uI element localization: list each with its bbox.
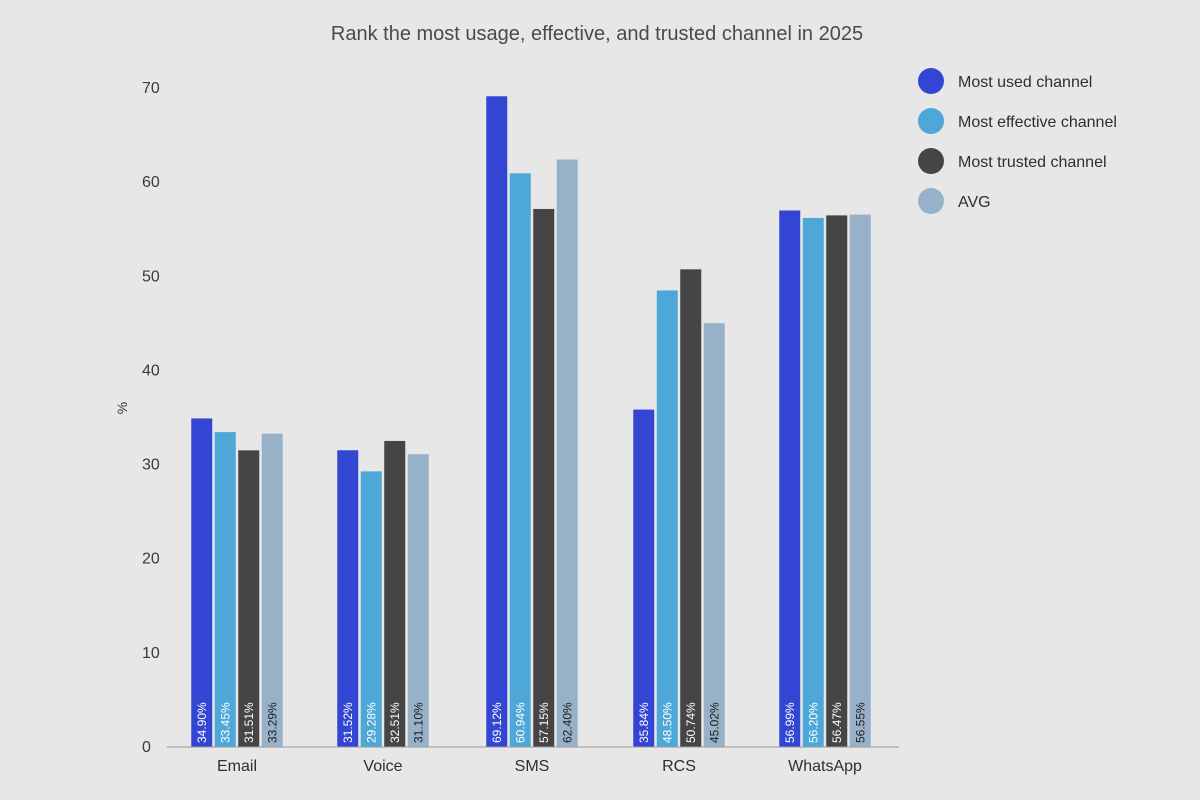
bar	[533, 208, 555, 747]
bar	[486, 96, 508, 748]
bar-data-label: 35.84%	[637, 702, 651, 743]
bars	[191, 96, 871, 748]
bar-data-label: 60.94%	[513, 702, 527, 743]
y-tick-label: 0	[142, 739, 151, 756]
bar	[509, 173, 531, 747]
bar	[407, 454, 429, 747]
bar	[238, 450, 260, 747]
bar-data-label: 56.99%	[783, 702, 797, 743]
legend-marker	[918, 148, 944, 174]
bar-data-label: 31.10%	[411, 702, 425, 743]
x-tick-label: SMS	[515, 758, 550, 775]
x-axis: Email Voice SMS RCS WhatsApp	[217, 758, 862, 775]
legend-marker	[918, 188, 944, 214]
legend-label: Most effective channel	[958, 114, 1117, 131]
y-axis-label: %	[114, 402, 130, 414]
bar	[849, 214, 871, 748]
bar-data-label: 56.20%	[806, 702, 820, 743]
chart-title: Rank the most usage, effective, and trus…	[331, 23, 863, 45]
bar-data-label: 56.47%	[830, 702, 844, 743]
y-tick-label: 20	[142, 551, 160, 568]
y-tick-label: 60	[142, 174, 160, 191]
legend-label: AVG	[958, 194, 991, 211]
x-tick-label: Email	[217, 758, 257, 775]
bar-data-label: 33.29%	[265, 702, 279, 743]
y-tick-label: 10	[142, 645, 160, 662]
bar-data-label: 62.40%	[560, 702, 574, 743]
legend-label: Most trusted channel	[958, 154, 1107, 171]
bar-labels: 34.90% 33.45% 31.51% 33.29% 31.52% 29.28% 32.5…	[195, 702, 868, 743]
legend-marker	[918, 108, 944, 134]
bar-data-label: 32.51%	[388, 702, 402, 743]
bar-data-label: 34.90%	[195, 702, 209, 743]
bar	[214, 432, 236, 747]
bar-data-label: 29.28%	[364, 702, 378, 743]
x-tick-label: RCS	[662, 758, 696, 775]
legend-label: Most used channel	[958, 74, 1092, 91]
y-tick-label: 70	[142, 80, 160, 97]
bar-data-label: 31.52%	[341, 702, 355, 743]
legend-marker	[918, 68, 944, 94]
bar	[703, 323, 725, 747]
bar-data-label: 56.55%	[853, 702, 867, 743]
bar	[384, 440, 406, 747]
bar-data-label: 69.12%	[490, 702, 504, 743]
bar-data-label: 45.02%	[707, 702, 721, 743]
bar	[802, 217, 824, 748]
bar	[261, 433, 283, 747]
bar	[680, 269, 702, 747]
y-tick-label: 30	[142, 457, 160, 474]
legend: Most used channel Most effective channel M…	[918, 68, 1117, 214]
y-tick-label: 50	[142, 268, 160, 285]
x-tick-label: WhatsApp	[788, 758, 862, 775]
bar	[656, 290, 678, 747]
bar-data-label: 31.51%	[242, 702, 256, 743]
bar	[191, 418, 213, 747]
bar-data-label: 50.74%	[684, 702, 698, 743]
bar	[337, 450, 359, 747]
bar-data-label: 57.15%	[537, 702, 551, 743]
bar	[556, 159, 578, 747]
y-axis: 0 10 20 30 40 50 60 70	[142, 80, 160, 756]
y-tick-label: 40	[142, 362, 160, 379]
bar	[779, 210, 801, 747]
bar	[360, 471, 382, 747]
bar	[633, 409, 655, 747]
bar-data-label: 33.45%	[218, 702, 232, 743]
bar	[826, 215, 848, 747]
bar-data-label: 48.50%	[660, 702, 674, 743]
x-tick-label: Voice	[363, 758, 402, 775]
